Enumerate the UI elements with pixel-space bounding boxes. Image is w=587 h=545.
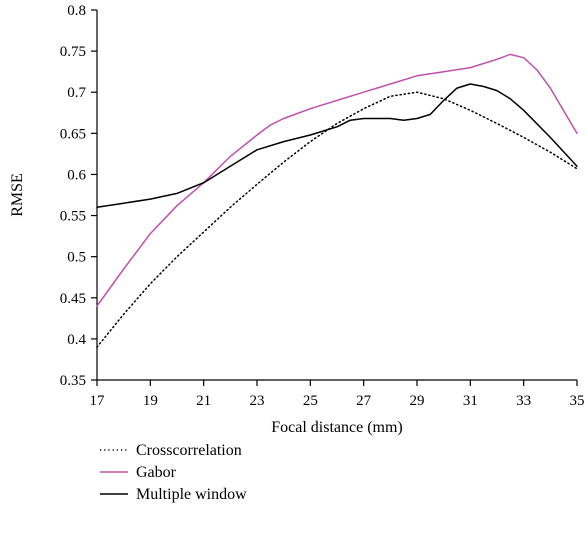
series-line-gabor [96, 53, 578, 307]
y-tick-label: 0.7 [67, 85, 86, 101]
x-tick-label: 17 [90, 393, 106, 409]
series-layer [96, 53, 578, 348]
x-axis-ticks: 17 19 21 23 25 27 29 31 33 35 [90, 380, 585, 409]
y-tick-label: 0.4 [67, 332, 86, 348]
y-tick-label: 0.55 [60, 209, 86, 225]
y-tick-label: 0.6 [67, 167, 86, 183]
y-tick-label: 0.75 [60, 44, 86, 60]
legend-label: Multiple window [136, 486, 247, 503]
legend-label: Crosscorrelation [136, 442, 242, 459]
x-tick-label: 31 [463, 393, 478, 409]
x-tick-label: 23 [250, 393, 265, 409]
y-tick-label: 0.65 [60, 126, 86, 142]
y-axis-ticks: 0.35 0.4 0.45 0.5 0.55 0.6 0.65 0.7 0.75 0.8 [60, 3, 97, 389]
x-tick-label: 19 [143, 393, 158, 409]
x-tick-label: 35 [570, 393, 585, 409]
axes [96, 10, 577, 381]
y-axis-label: RMSE [9, 173, 26, 217]
x-tick-label: 27 [356, 393, 372, 409]
series-line-crosscorrelation [96, 91, 578, 348]
x-tick-label: 29 [410, 393, 425, 409]
x-tick-label: 25 [303, 393, 318, 409]
y-tick-label: 0.45 [60, 291, 86, 307]
x-tick-label: 21 [196, 393, 211, 409]
x-axis-label: Focal distance (mm) [271, 419, 403, 436]
y-tick-label: 0.35 [60, 373, 86, 389]
legend-label: Gabor [136, 464, 177, 481]
y-tick-label: 0.5 [67, 250, 86, 266]
legend: Crosscorrelation Gabor Multiple window [100, 442, 247, 503]
x-tick-label: 33 [516, 393, 531, 409]
series-line-multiple-window [96, 83, 578, 209]
y-tick-label: 0.8 [67, 3, 86, 19]
